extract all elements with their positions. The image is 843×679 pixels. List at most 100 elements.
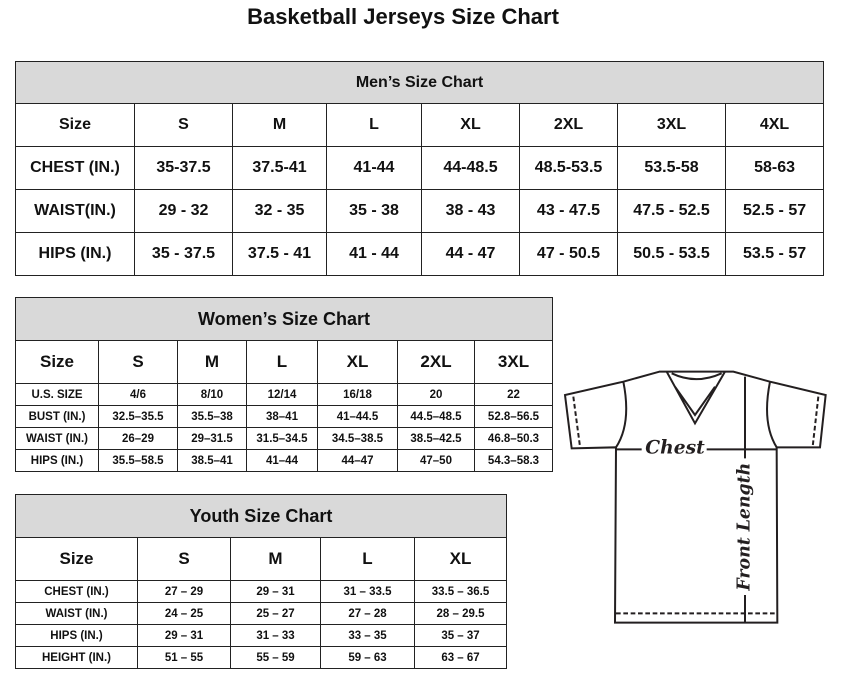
value-cell: 55 – 59 xyxy=(230,646,321,669)
value-cell: 53.5-58 xyxy=(617,146,726,190)
page-title: Basketball Jerseys Size Chart xyxy=(247,4,559,29)
value-cell: 27 – 29 xyxy=(137,580,231,603)
row-label: U.S. SIZE xyxy=(15,383,99,406)
value-cell: 41–44.5 xyxy=(317,405,398,428)
value-cell: 8/10 xyxy=(177,383,247,406)
row-label: BUST (IN.) xyxy=(15,405,99,428)
value-cell: 47–50 xyxy=(397,449,475,472)
value-cell: 26–29 xyxy=(98,427,178,450)
value-cell: 35.5–38 xyxy=(177,405,247,428)
table-row: WAIST (IN.) 26–29 29–31.5 31.5–34.5 34.5–38.… xyxy=(15,427,554,450)
value-cell: 28 – 29.5 xyxy=(413,602,508,625)
row-label: HIPS (IN.) xyxy=(15,449,99,472)
row-label: WAIST (IN.) xyxy=(15,602,138,625)
value-cell: 63 – 67 xyxy=(413,646,508,669)
value-cell: 35 - 38 xyxy=(326,189,422,233)
value-cell: 32 - 35 xyxy=(232,189,327,233)
value-cell: 34.5–38.5 xyxy=(317,427,398,450)
value-cell: 32.5–35.5 xyxy=(98,405,178,428)
value-cell: 29 - 32 xyxy=(134,189,233,233)
value-cell: 35-37.5 xyxy=(134,146,233,190)
value-cell: 38 - 43 xyxy=(421,189,520,233)
value-cell: 41-44 xyxy=(326,146,422,190)
women-header-cell: M xyxy=(177,340,247,384)
value-cell: 47.5 - 52.5 xyxy=(617,189,726,233)
value-cell: 29 – 31 xyxy=(137,624,231,647)
youth-header-cell: M xyxy=(230,537,321,581)
row-label: HEIGHT (IN.) xyxy=(15,646,138,669)
men-header-cell: L xyxy=(326,103,422,147)
value-cell: 35 – 37 xyxy=(413,624,508,647)
value-cell: 58-63 xyxy=(724,146,825,190)
men-header-cell: M xyxy=(232,103,327,147)
value-cell: 46.8–50.3 xyxy=(473,427,554,450)
table-row: HIPS (IN.) 35.5–58.5 38.5–41 41–44 44–47 47–5… xyxy=(15,449,554,472)
value-cell: 41–44 xyxy=(246,449,318,472)
value-cell: 44-48.5 xyxy=(421,146,520,190)
men-header-cell: S xyxy=(134,103,233,147)
youth-header-cell: Size xyxy=(15,537,138,581)
women-header-cell: Size xyxy=(15,340,99,384)
value-cell: 44–47 xyxy=(317,449,398,472)
value-cell: 35 - 37.5 xyxy=(134,232,233,276)
value-cell: 35.5–58.5 xyxy=(98,449,178,472)
value-cell: 48.5-53.5 xyxy=(519,146,618,190)
youth-header-cell: S xyxy=(137,537,231,581)
table-row: CHEST (IN.) 35-37.5 37.5-41 41-44 44-48.5 48.… xyxy=(15,146,825,190)
value-cell: 37.5-41 xyxy=(232,146,327,190)
women-header-cell: L xyxy=(246,340,318,384)
women-header-cell: S xyxy=(98,340,178,384)
value-cell: 37.5 - 41 xyxy=(232,232,327,276)
men-header-cell: 3XL xyxy=(617,103,726,147)
table-row: U.S. SIZE 4/6 8/10 12/14 16/18 20 22 xyxy=(15,383,554,406)
women-chart-title: Women’s Size Chart xyxy=(14,297,554,341)
value-cell: 29–31.5 xyxy=(177,427,247,450)
value-cell: 4/6 xyxy=(98,383,178,406)
men-header-cell: XL xyxy=(421,103,520,147)
value-cell: 51 – 55 xyxy=(137,646,231,669)
men-header-cell: Size xyxy=(15,103,135,147)
women-header-cell: XL xyxy=(317,340,398,384)
value-cell: 38.5–41 xyxy=(177,449,247,472)
value-cell: 31 – 33 xyxy=(230,624,321,647)
value-cell: 54.3–58.3 xyxy=(473,449,554,472)
value-cell: 24 – 25 xyxy=(137,602,231,625)
women-header-cell: 3XL xyxy=(473,340,554,384)
value-cell: 59 – 63 xyxy=(320,646,415,669)
value-cell: 41 - 44 xyxy=(326,232,422,276)
value-cell: 31.5–34.5 xyxy=(246,427,318,450)
value-cell: 22 xyxy=(473,383,554,406)
value-cell: 27 – 28 xyxy=(320,602,415,625)
value-cell: 38.5–42.5 xyxy=(397,427,475,450)
value-cell: 43 - 47.5 xyxy=(519,189,618,233)
table-row: CHEST (IN.) 27 – 29 29 – 31 31 – 33.5 33.5 –… xyxy=(15,580,508,603)
table-row: WAIST (IN.) 24 – 25 25 – 27 27 – 28 28 – 29.… xyxy=(15,602,508,625)
value-cell: 33.5 – 36.5 xyxy=(413,580,508,603)
value-cell: 52.8–56.5 xyxy=(473,405,554,428)
value-cell: 12/14 xyxy=(246,383,318,406)
youth-header-cell: L xyxy=(320,537,415,581)
row-label: WAIST(IN.) xyxy=(15,189,135,233)
shirt-outline-icon xyxy=(563,370,827,624)
value-cell: 50.5 - 53.5 xyxy=(617,232,726,276)
row-label: WAIST (IN.) xyxy=(15,427,99,450)
value-cell: 33 – 35 xyxy=(320,624,415,647)
youth-size-table: Youth Size Chart Size S M L XL CHEST (IN.) 27 –… xyxy=(14,494,508,669)
youth-header-cell: XL xyxy=(413,537,508,581)
value-cell: 52.5 - 57 xyxy=(724,189,825,233)
table-row: WAIST(IN.) 29 - 32 32 - 35 35 - 38 38 - 43 43… xyxy=(15,189,825,233)
table-row: HEIGHT (IN.) 51 – 55 55 – 59 59 – 63 63 – 67 xyxy=(15,646,508,669)
row-label: HIPS (IN.) xyxy=(15,624,138,647)
value-cell: 20 xyxy=(397,383,475,406)
row-label: CHEST (IN.) xyxy=(15,146,135,190)
women-header-cell: 2XL xyxy=(397,340,475,384)
row-label: HIPS (IN.) xyxy=(15,232,135,276)
value-cell: 53.5 - 57 xyxy=(724,232,825,276)
value-cell: 29 – 31 xyxy=(230,580,321,603)
youth-chart-title: Youth Size Chart xyxy=(14,494,508,538)
value-cell: 38–41 xyxy=(246,405,318,428)
value-cell: 25 – 27 xyxy=(230,602,321,625)
table-row: HIPS (IN.) 35 - 37.5 37.5 - 41 41 - 44 44 - … xyxy=(15,232,825,276)
table-row: BUST (IN.) 32.5–35.5 35.5–38 38–41 41–44.5 44… xyxy=(15,405,554,428)
value-cell: 31 – 33.5 xyxy=(320,580,415,603)
